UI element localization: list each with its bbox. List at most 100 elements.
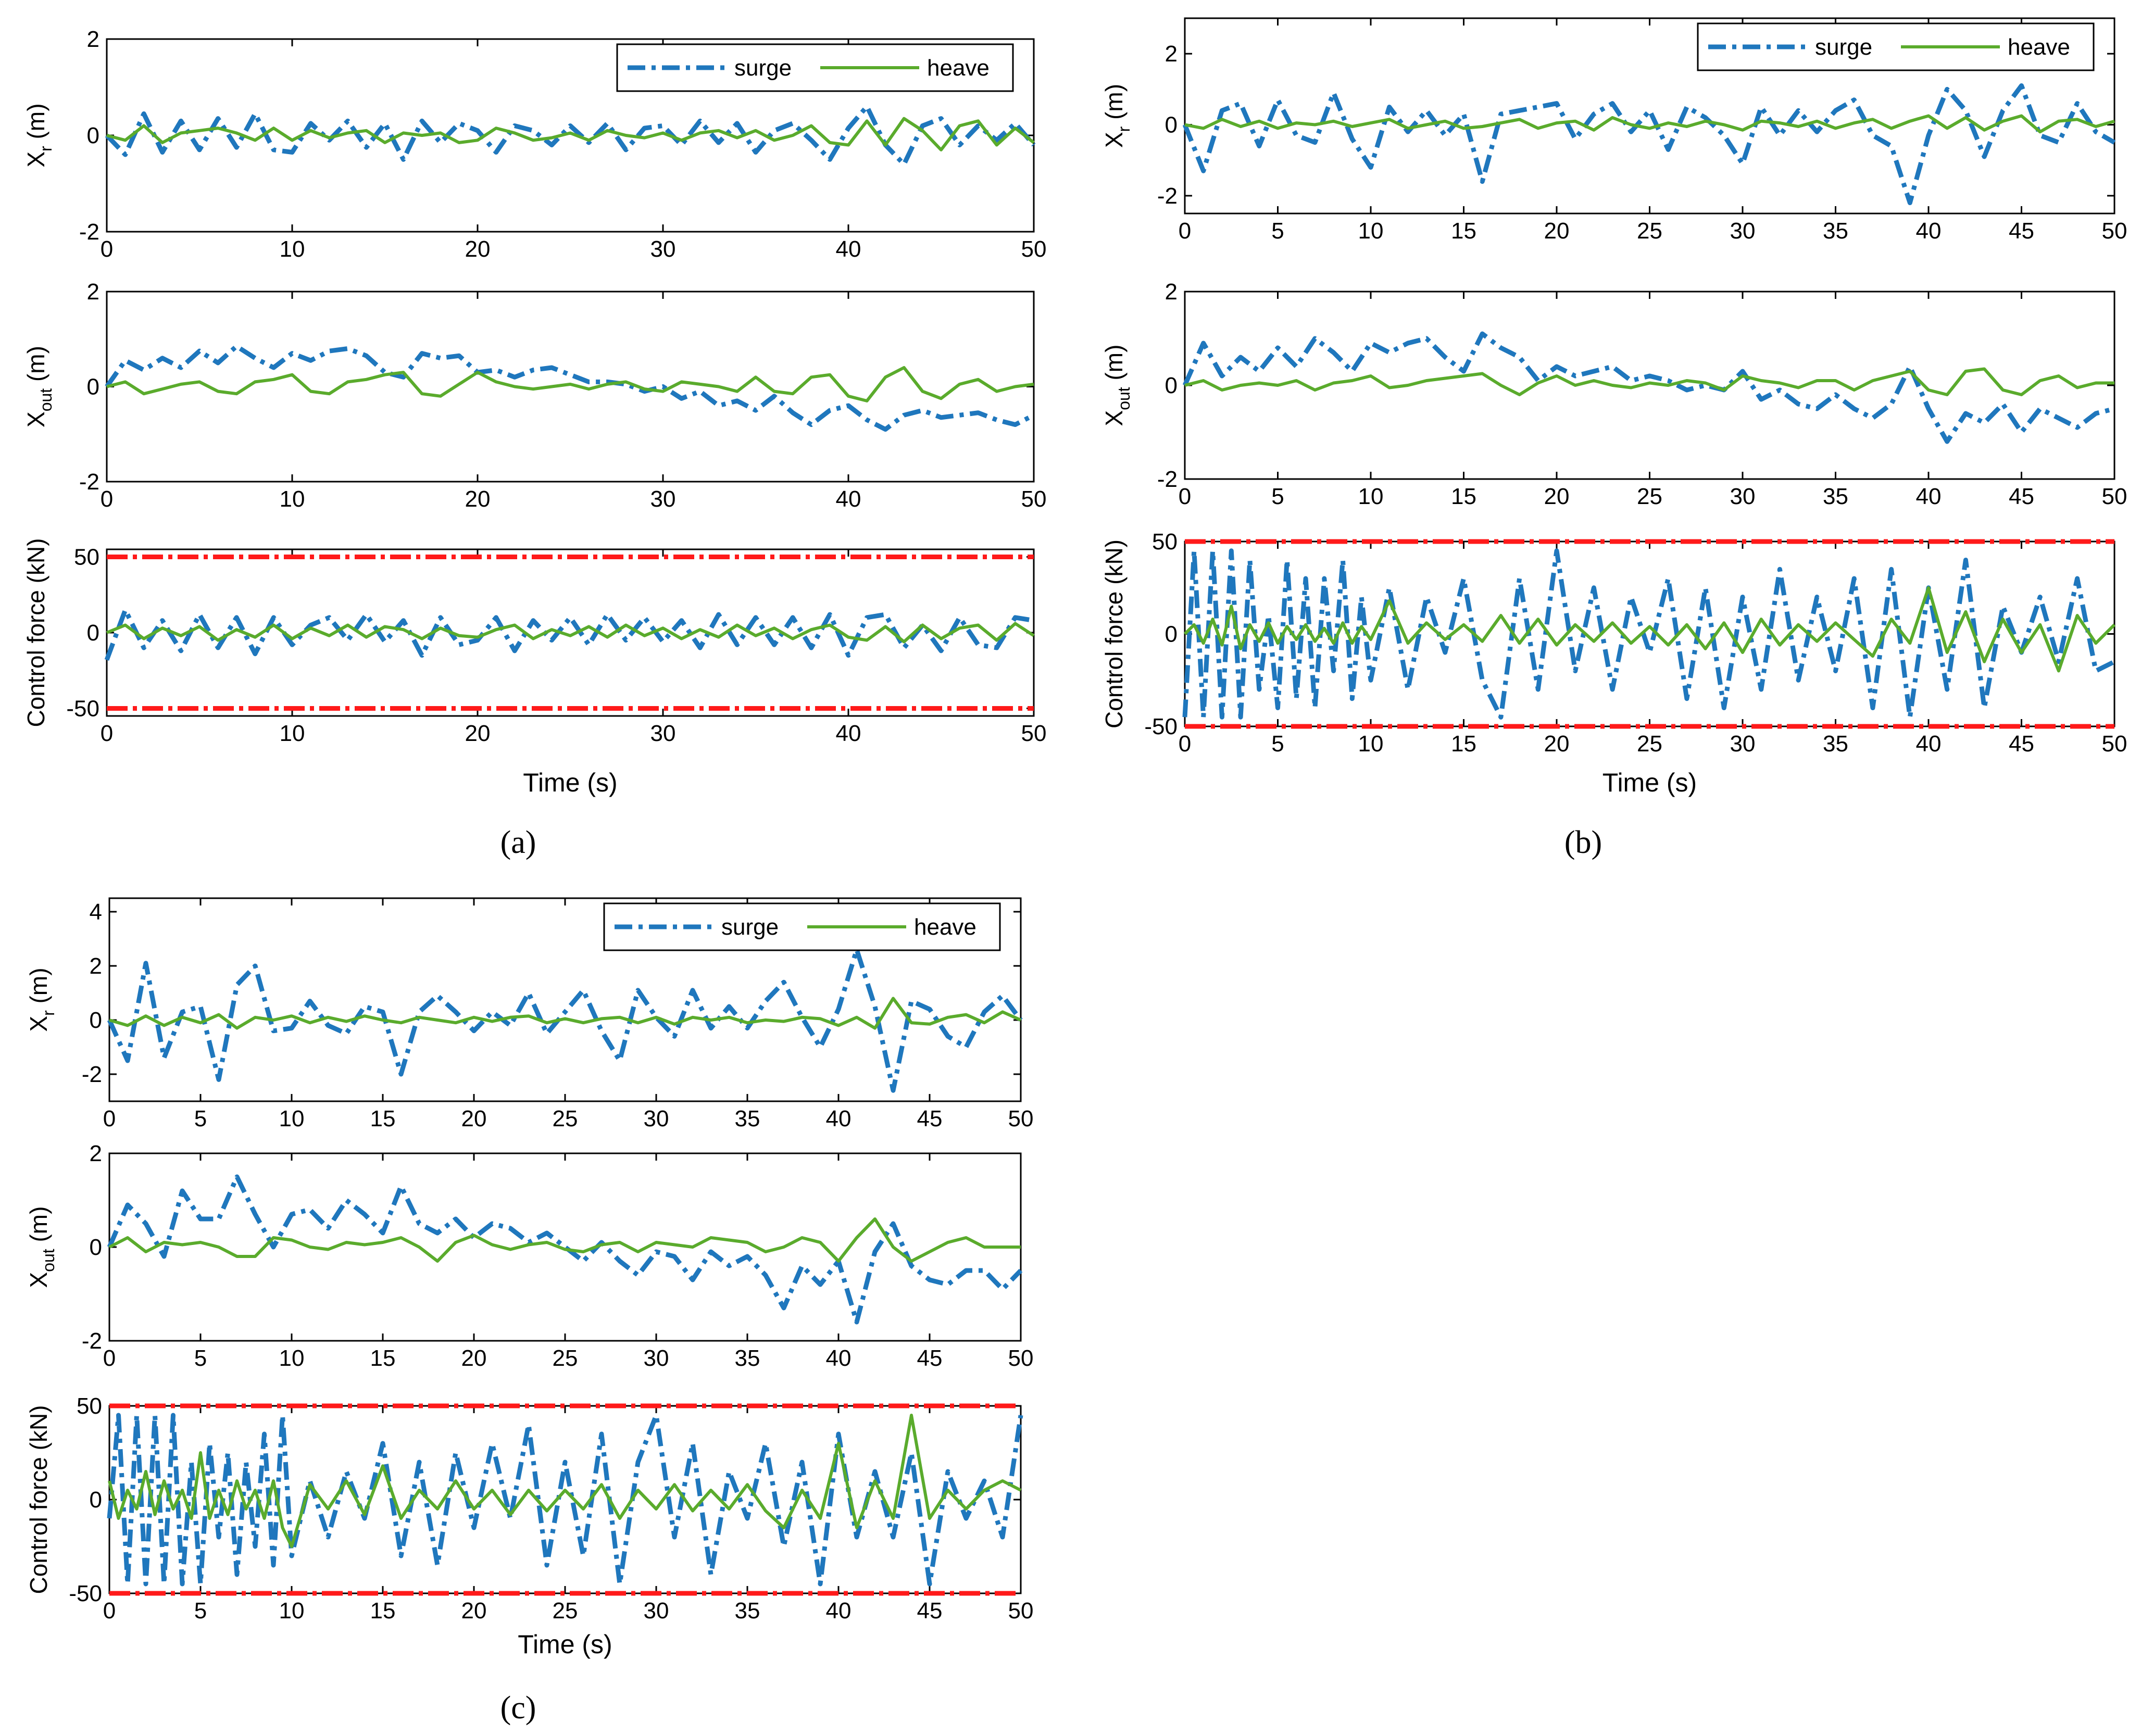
x-tick-label: 50 [1008,1598,1034,1624]
y-tick-label: -2 [82,1062,102,1087]
caption-a: (a) [500,825,536,860]
x-tick-label: 35 [735,1345,760,1371]
x-tick-label: 0 [1179,731,1191,757]
x-tick-label: 40 [826,1106,852,1131]
y-tick-label: 2 [87,27,99,52]
x-tick-label: 20 [1544,218,1570,244]
legend-surge-label: surge [721,914,779,940]
x-axis-label: Time (s) [523,768,617,797]
x-tick-label: 45 [917,1106,943,1131]
legend-heave-label: heave [914,914,976,940]
y-tick-label: -50 [69,1581,102,1606]
series-heave-line [106,622,1035,644]
x-tick-label: 30 [644,1598,669,1624]
y-tick-label: 2 [87,279,99,305]
x-tick-label: 25 [1637,218,1662,244]
x-tick-label: 25 [553,1345,578,1371]
series-surge-line [104,607,1034,661]
x-tick-label: 5 [194,1106,207,1131]
x-tick-label: 35 [1823,731,1848,757]
x-tick-label: 5 [194,1598,207,1624]
x-tick-label: 5 [1271,218,1284,244]
y-axis-label: Xout (m) [25,1206,58,1288]
y-axis-label: Control force (kN) [1100,539,1128,728]
legend: surge heave [616,43,1014,92]
caption-b: (b) [1564,825,1602,860]
y-tick-label: 0 [1165,373,1178,398]
x-tick-label: 40 [836,486,861,512]
x-tick-label: 45 [2009,484,2034,509]
x-tick-label: 40 [1916,218,1942,244]
y-axis-label: Xout (m) [22,346,55,427]
x-tick-label: 20 [465,236,491,262]
x-tick-label: 0 [103,1106,116,1131]
x-tick-label: 20 [1544,484,1570,509]
x-tick-label: 25 [1637,731,1662,757]
x-tick-label: 10 [280,721,305,746]
x-tick-label: 5 [1271,731,1284,757]
x-tick-label: 40 [1916,484,1942,509]
x-axis-label: Time (s) [518,1630,612,1659]
y-axis-label: Xr (m) [1100,84,1133,148]
series-heave-line [108,1217,1021,1263]
x-tick-label: 40 [836,721,861,746]
legend-heave-label: heave [927,55,990,81]
x-tick-label: 10 [1358,731,1384,757]
x-tick-label: 30 [650,486,676,512]
x-tick-label: 0 [101,721,113,746]
axes-frame [108,1152,1022,1342]
x-tick-label: 20 [461,1106,487,1131]
series-heave-line [1183,586,2116,673]
x-tick-label: 45 [2009,218,2034,244]
series-heave-line [1184,367,2114,396]
x-axis-label: Time (s) [1602,768,1697,797]
y-tick-label: 2 [90,1141,102,1166]
x-tick-label: 40 [1916,731,1942,757]
y-tick-label: 0 [90,1235,102,1260]
x-tick-label: 35 [1823,218,1848,244]
series-heave-line [109,997,1022,1030]
x-tick-label: 45 [917,1345,943,1371]
x-tick-label: 30 [1730,731,1756,757]
y-axis-label: Control force (kN) [22,538,49,727]
x-tick-label: 35 [735,1106,760,1131]
x-tick-label: 20 [465,486,491,512]
y-tick-label: -50 [1144,714,1178,739]
legend-surge-label: surge [1815,34,1872,60]
x-tick-label: 20 [461,1598,487,1624]
legend-surge-label: surge [734,55,792,81]
y-tick-label: -2 [79,219,99,245]
series-surge-line [107,947,1023,1093]
y-axis-label: Control force (kN) [25,1405,52,1594]
y-tick-label: 0 [90,1008,102,1033]
y-axis-label: Xout (m) [1100,345,1133,426]
y-tick-label: 2 [1165,279,1178,305]
x-tick-label: 10 [280,486,305,512]
y-tick-label: 50 [74,545,99,570]
legend: surge heave [1697,22,2095,71]
y-tick-label: 4 [90,899,102,925]
x-tick-label: 30 [1730,484,1756,509]
x-tick-label: 25 [1637,484,1662,509]
x-tick-label: 15 [1451,218,1476,244]
x-tick-label: 10 [280,236,305,262]
x-tick-label: 15 [370,1598,396,1624]
x-tick-label: 5 [194,1345,207,1371]
x-tick-label: 35 [1823,484,1848,509]
x-tick-label: 30 [644,1345,669,1371]
x-tick-label: 40 [826,1598,852,1624]
x-tick-label: 30 [644,1106,669,1131]
series-surge-line [1182,83,2116,205]
x-tick-label: 0 [103,1345,116,1371]
x-tick-label: 25 [553,1598,578,1624]
y-axis-label: Xr (m) [25,967,58,1031]
y-axis-label: Xr (m) [22,103,55,167]
